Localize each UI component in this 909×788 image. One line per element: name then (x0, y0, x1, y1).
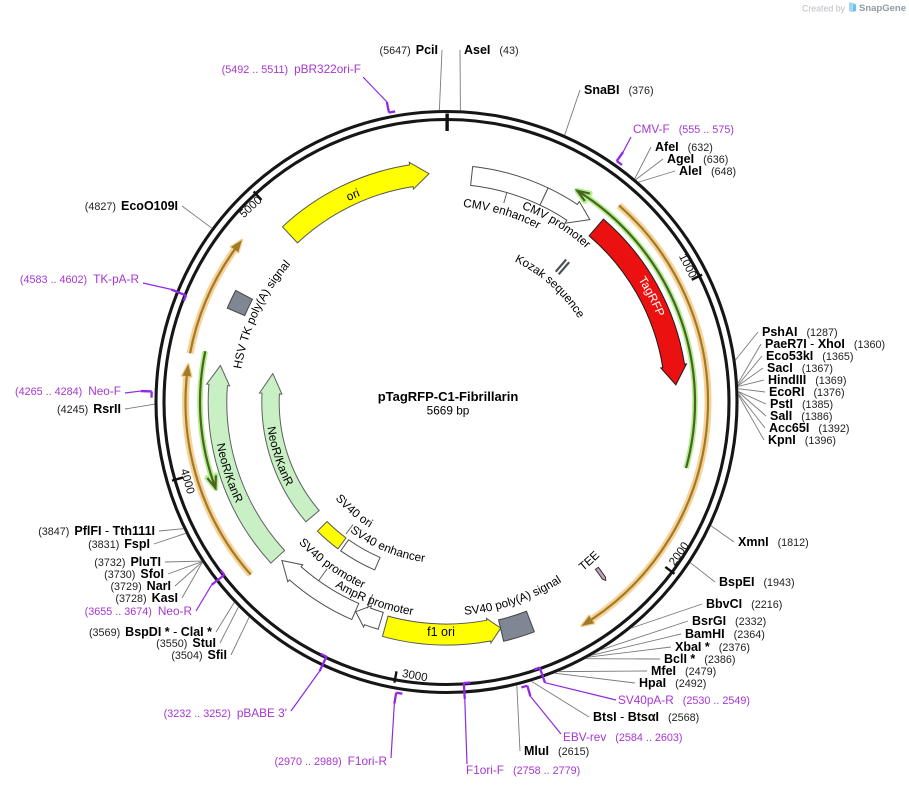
svg-text:(3550)StuI: (3550) StuI (156, 636, 216, 650)
svg-text:(3729)NarI: (3729) NarI (110, 579, 171, 593)
svg-text:BtsI - BtsαI(2568): BtsI - BtsαI (2568) (593, 710, 699, 724)
svg-text:(3847)PflFI - Tth111I: (3847) PflFI - Tth111I (38, 524, 155, 538)
svg-text:XbaI *(2376): XbaI * (2376) (675, 640, 750, 654)
svg-text:BbvCI(2216): BbvCI (2216) (706, 597, 782, 611)
svg-text:XmnI(1812): XmnI (1812) (738, 535, 809, 549)
svg-text:(3831)FspI: (3831) FspI (88, 537, 150, 551)
svg-text:(3730)SfoI: (3730) SfoI (104, 567, 164, 581)
svg-text:PaeR7I - XhoI(1360): PaeR7I - XhoI (1360) (765, 337, 885, 351)
svg-text:(3504)SfiI: (3504) SfiI (171, 648, 227, 662)
svg-text:BsrGI(2332): BsrGI (2332) (692, 614, 766, 628)
svg-text:f1 ori: f1 ori (427, 625, 455, 639)
svg-text:EBV-rev(2584 .. 2603): EBV-rev (2584 .. 2603) (563, 730, 683, 744)
svg-text:BspEI(1943): BspEI (1943) (719, 575, 795, 589)
svg-text:EcoRI(1376): EcoRI (1376) (769, 385, 845, 399)
svg-text:ori: ori (344, 186, 362, 204)
svg-text:Created by: Created by (802, 4, 846, 14)
svg-text:AleI(648): AleI (648) (679, 164, 736, 178)
svg-text:F1ori-F(2758 .. 2779): F1ori-F (2758 .. 2779) (466, 763, 580, 777)
svg-text:(2970 .. 2989)F1ori-R: (2970 .. 2989) F1ori-R (274, 754, 387, 768)
svg-text:(4245)RsrII: (4245) RsrII (57, 402, 121, 416)
svg-text:BclI *(2386): BclI * (2386) (664, 652, 735, 666)
svg-text:3000: 3000 (401, 668, 428, 684)
svg-text:(4265 .. 4284)Neo-F: (4265 .. 4284) Neo-F (15, 384, 121, 398)
svg-text:5669 bp: 5669 bp (427, 404, 470, 418)
svg-text:PstI(1385): PstI (1385) (770, 397, 833, 411)
svg-text:(3569)BspDI * - ClaI *: (3569) BspDI * - ClaI * (89, 625, 212, 639)
svg-text:(3728)KasI: (3728) KasI (115, 591, 178, 605)
svg-text:KpnI(1396): KpnI (1396) (768, 433, 836, 447)
svg-text:(3232 .. 3252)pBABE 3': (3232 .. 3252) pBABE 3' (164, 706, 287, 720)
svg-text:Acc65I(1392): Acc65I (1392) (769, 421, 850, 435)
svg-text:SalI(1386): SalI (1386) (770, 409, 832, 423)
svg-text:SV40pA-R(2530 .. 2549): SV40pA-R (2530 .. 2549) (618, 693, 750, 707)
svg-text:AgeI(636): AgeI (636) (667, 152, 728, 166)
svg-text:SacI(1367): SacI (1367) (767, 361, 833, 375)
svg-text:SnaBI(376): SnaBI (376) (584, 83, 654, 97)
svg-text:(3655 .. 3674)Neo-R: (3655 .. 3674) Neo-R (85, 604, 192, 618)
svg-text:(5492 .. 5511)pBR322ori-F: (5492 .. 5511) pBR322ori-F (222, 62, 361, 76)
svg-text:HpaI(2492): HpaI (2492) (639, 676, 706, 690)
svg-text:AseI(43): AseI (43) (464, 43, 519, 57)
svg-text:(4583 .. 4602)TK-pA-R: (4583 .. 4602) TK-pA-R (20, 272, 139, 286)
svg-text:MfeI(2479): MfeI (2479) (651, 664, 716, 678)
svg-text:AfeI(632): AfeI (632) (655, 140, 713, 154)
svg-text:(3732)PluTI: (3732) PluTI (94, 555, 161, 569)
svg-text:(4827)EcoO109I: (4827) EcoO109I (85, 199, 178, 213)
svg-text:HindIII(1369): HindIII (1369) (768, 373, 846, 387)
svg-text:PshAI(1287): PshAI (1287) (762, 325, 838, 339)
svg-text:pTagRFP-C1-Fibrillarin: pTagRFP-C1-Fibrillarin (378, 389, 519, 404)
svg-text:(5647)PciI: (5647) PciI (380, 43, 438, 57)
svg-text:Eco53kI(1365): Eco53kI (1365) (766, 349, 853, 363)
svg-text:CMV-F(555 .. 575): CMV-F (555 .. 575) (633, 122, 734, 136)
svg-text:MluI(2615): MluI (2615) (524, 744, 589, 758)
svg-text:BamHI(2364): BamHI (2364) (685, 627, 765, 641)
svg-text:SnapGene: SnapGene (859, 3, 906, 14)
